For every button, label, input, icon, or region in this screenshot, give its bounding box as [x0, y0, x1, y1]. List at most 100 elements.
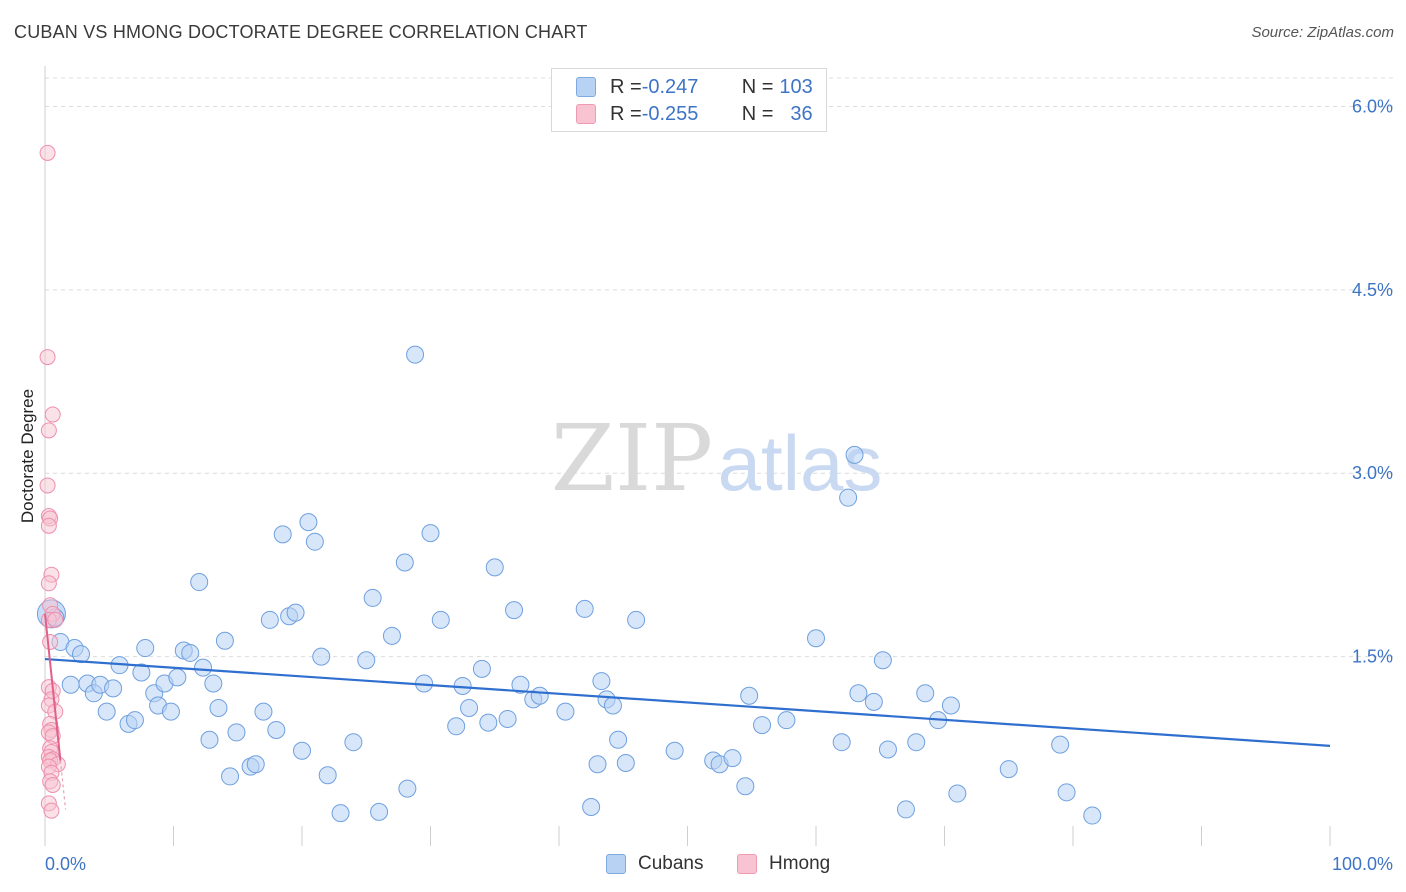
series-hmong	[39, 144, 66, 819]
data-point-cubans	[363, 588, 382, 607]
data-point-hmong	[44, 776, 61, 793]
data-point-cubans	[941, 696, 960, 715]
data-point-cubans	[616, 753, 635, 772]
x-tick-label: 0.0%	[45, 854, 86, 874]
y-tick-label: 1.5%	[1352, 647, 1393, 667]
legend-r-value: -0.247	[641, 75, 699, 98]
data-point-cubans	[665, 741, 684, 760]
data-point-cubans	[215, 631, 234, 650]
data-point-cubans	[479, 713, 498, 732]
trend-line-hmong-extension	[59, 760, 67, 810]
data-point-cubans	[832, 733, 851, 752]
data-point-cubans	[777, 711, 796, 730]
watermark: ZIP atlas	[551, 405, 882, 512]
data-point-cubans	[916, 684, 935, 703]
legend-label-cubans: Cubans	[638, 853, 704, 874]
data-point-hmong	[39, 349, 56, 366]
data-point-cubans	[370, 802, 389, 821]
data-point-cubans	[61, 675, 80, 694]
data-point-cubans	[447, 717, 466, 736]
data-point-cubans	[344, 733, 363, 752]
data-point-cubans	[318, 766, 337, 785]
data-point-hmong	[40, 575, 57, 592]
data-point-cubans	[254, 702, 273, 721]
data-point-cubans	[849, 684, 868, 703]
data-point-cubans	[221, 767, 240, 786]
data-point-cubans	[267, 720, 286, 739]
data-point-cubans	[592, 672, 611, 691]
watermark-zip: ZIP	[551, 405, 713, 512]
trend-line-cubans	[44, 657, 1331, 747]
legend-n-value: 103	[779, 75, 813, 98]
data-point-cubans	[161, 702, 180, 721]
x-tick-labels: 0.0% 100.0%	[45, 854, 1393, 874]
data-point-cubans	[873, 651, 892, 670]
data-point-cubans	[104, 679, 123, 698]
data-point-cubans	[753, 716, 772, 735]
data-point-cubans	[382, 626, 401, 645]
data-point-cubans	[907, 733, 926, 752]
data-point-hmong	[44, 406, 61, 423]
x-tick-label: 100.0%	[1332, 854, 1393, 874]
data-point-cubans	[999, 760, 1018, 779]
data-point-cubans	[736, 777, 755, 796]
legend-r-value: -0.255	[641, 102, 699, 125]
data-point-cubans	[357, 651, 376, 670]
data-point-hmong	[39, 144, 56, 161]
legend-item-cubans: Cubans	[606, 852, 704, 876]
data-point-cubans	[312, 647, 331, 666]
data-point-cubans	[627, 610, 646, 629]
data-point-cubans	[740, 686, 759, 705]
legend-row-hmong: R = -0.255 N = 36	[576, 102, 813, 126]
data-point-cubans	[460, 698, 479, 717]
data-point-cubans	[190, 573, 209, 592]
data-point-cubans	[845, 445, 864, 464]
data-point-cubans	[260, 610, 279, 629]
grid-lines	[45, 77, 1393, 658]
data-point-cubans	[609, 730, 628, 749]
data-point-hmong	[42, 633, 59, 650]
legend-swatch-hmong	[737, 854, 757, 874]
data-point-cubans	[305, 532, 324, 551]
data-point-cubans	[582, 797, 601, 816]
legend-swatch-hmong	[576, 104, 596, 124]
data-point-cubans	[498, 709, 517, 728]
y-tick-label: 6.0%	[1352, 96, 1393, 116]
data-point-cubans	[511, 675, 530, 694]
data-point-cubans	[209, 698, 228, 717]
data-point-cubans	[896, 800, 915, 819]
data-point-hmong	[43, 802, 60, 819]
data-point-cubans	[421, 524, 440, 543]
legend-swatch-cubans	[576, 77, 596, 97]
data-point-cubans	[807, 629, 825, 648]
y-tick-label: 3.0%	[1352, 463, 1393, 483]
data-point-cubans	[204, 674, 223, 693]
data-point-cubans	[132, 663, 151, 682]
data-point-cubans	[472, 659, 491, 678]
trend-line-hmong	[44, 613, 62, 761]
data-point-cubans	[1083, 806, 1102, 825]
data-point-cubans	[588, 755, 607, 774]
legend-n-value: 36	[790, 102, 813, 125]
data-point-cubans	[71, 645, 90, 664]
data-point-cubans	[723, 749, 742, 768]
data-point-cubans	[246, 755, 265, 774]
data-point-cubans	[406, 345, 425, 364]
y-tick-labels: 1.5% 3.0% 4.5% 6.0%	[1352, 96, 1393, 666]
source-credit: Source: ZipAtlas.com	[1251, 24, 1394, 41]
data-point-cubans	[575, 599, 594, 618]
legend-n-label: N =	[741, 102, 774, 125]
data-point-cubans	[431, 610, 450, 629]
data-point-cubans	[398, 779, 417, 798]
stats-legend: R = -0.247 N = 103 R = -0.255 N = 36	[551, 68, 827, 132]
legend-n-label: N =	[741, 75, 774, 98]
data-point-cubans	[1057, 783, 1076, 802]
data-point-hmong	[40, 517, 57, 534]
data-point-cubans	[1051, 735, 1070, 754]
data-point-cubans	[181, 643, 200, 662]
data-point-cubans	[395, 553, 414, 572]
legend-r-label: R =	[610, 102, 642, 125]
y-tick-label: 4.5%	[1352, 280, 1393, 300]
data-point-hmong	[39, 477, 56, 494]
chart-title: CUBAN VS HMONG DOCTORATE DEGREE CORRELAT…	[14, 22, 588, 42]
